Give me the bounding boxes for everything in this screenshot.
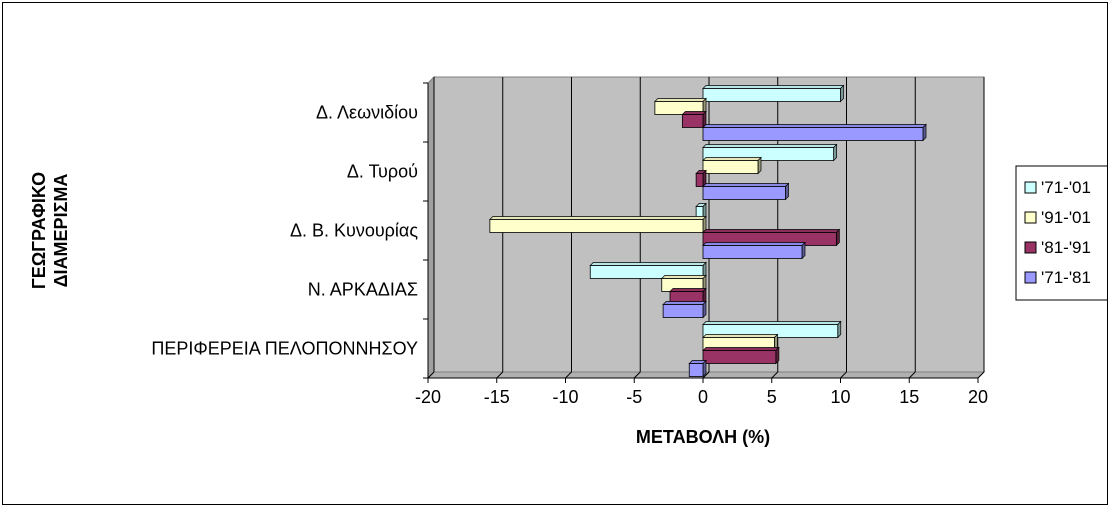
legend-swatch	[1024, 211, 1037, 224]
bar-side	[840, 84, 844, 103]
bar-top	[702, 242, 806, 246]
gridline-floor	[908, 371, 916, 379]
bar	[702, 84, 845, 103]
bar-top	[662, 301, 707, 305]
bar-front	[702, 350, 777, 364]
bar-top	[702, 183, 790, 187]
x-tick-label: -5	[626, 387, 642, 407]
bar	[702, 123, 927, 142]
bar-top	[702, 124, 927, 128]
bar	[702, 143, 838, 162]
bar	[702, 346, 780, 365]
bar-front	[702, 160, 759, 174]
bar-side	[785, 182, 789, 201]
bar-top	[654, 98, 707, 102]
bar-side	[702, 359, 707, 378]
bar-side	[833, 143, 837, 162]
category-label: Ν. ΑΡΚΑΔΙΑΣ	[308, 280, 418, 300]
bar-front	[702, 127, 924, 141]
bar	[662, 300, 707, 319]
gridline-floor	[702, 371, 710, 379]
bar-front	[702, 245, 803, 259]
bars	[489, 84, 927, 378]
bar	[702, 182, 790, 201]
bar-top	[702, 144, 838, 148]
bar	[489, 215, 707, 234]
bar-side	[757, 156, 762, 175]
bar-front	[681, 114, 704, 128]
bar-top	[702, 334, 779, 338]
bar-top	[702, 229, 841, 233]
x-tick-label: 15	[899, 387, 919, 407]
legend-label: '71-'81	[1041, 268, 1091, 287]
bar-top	[702, 321, 842, 325]
gridline-floor	[633, 371, 641, 379]
bar	[702, 156, 762, 175]
gridline-floor	[427, 371, 435, 379]
category-label: ΠΕΡΙΦΕΡΕΙΑ ΠΕΛΟΠΟΝΝΗΣΟΥ	[151, 339, 418, 359]
bar-front	[702, 88, 841, 102]
legend-label: '81-'91	[1041, 238, 1091, 257]
gridline-floor	[565, 371, 572, 379]
x-tick-label: -20	[415, 387, 441, 407]
gridline-floor	[840, 371, 847, 379]
y-axis-title-line-2: ΔΙΑΜΕΡΙΣΜΑ	[51, 174, 71, 288]
axes	[423, 82, 979, 383]
bar-side	[837, 320, 842, 339]
y-axis-title: ΓΕΩΓΡΑΦΙΚΟ ΔΙΑΜΕΡΙΣΜΑ	[29, 172, 71, 289]
bar-top	[669, 288, 707, 292]
x-axis-title: ΜΕΤΑΒΟΛΗ (%)	[636, 427, 770, 447]
plot-side-wall	[427, 75, 435, 380]
bar-top	[660, 275, 707, 279]
bar-chart: Δ. Λεωνιδίου Δ. Τυρού Δ. Β. Κυνουρίας Ν. ΑΡ…	[29, 75, 1107, 447]
x-tick-label: 0	[698, 387, 708, 407]
bar-top	[589, 262, 707, 266]
bar-top	[681, 111, 707, 115]
bar-top	[702, 85, 845, 89]
bar-side	[801, 241, 806, 260]
x-tick-label: 5	[767, 387, 777, 407]
bar	[702, 241, 806, 260]
legend-swatch	[1024, 271, 1037, 284]
bar	[681, 110, 707, 129]
y-axis-title-line-1: ΓΕΩΓΡΑΦΙΚΟ	[29, 172, 49, 289]
category-label: Δ. Τυρού	[347, 162, 418, 182]
bar	[695, 169, 707, 188]
x-tick-label: 20	[968, 387, 988, 407]
bar	[688, 359, 707, 378]
x-tick-label: -10	[552, 387, 578, 407]
legend: '71-'01 '91-'01 '81-'91 '71-'81	[1015, 165, 1107, 301]
bar-front	[489, 219, 704, 233]
x-tick-label: -15	[484, 387, 510, 407]
bar-front	[662, 304, 704, 318]
category-labels: Δ. Λεωνιδίου Δ. Τυρού Δ. Β. Κυνουρίας Ν. ΑΡ…	[151, 103, 418, 359]
bar-side	[922, 123, 927, 142]
bar-top	[702, 157, 762, 161]
x-tick-labels: -20 -15 -10 -5 0 5 10 15 20	[415, 387, 988, 407]
gridline-floor	[496, 371, 504, 379]
gridline-floor	[771, 371, 779, 379]
legend-label: '91-'01	[1041, 208, 1091, 227]
bar-front	[702, 186, 786, 200]
legend-swatch	[1024, 181, 1037, 194]
bar-side	[836, 228, 840, 247]
category-label: Δ. Λεωνιδίου	[316, 103, 418, 123]
bar-side	[775, 346, 780, 365]
bar-top	[489, 216, 707, 220]
gridline-floor	[977, 371, 985, 379]
x-tick-label: 10	[830, 387, 850, 407]
legend-label: '71-'01	[1041, 178, 1091, 197]
legend-swatch	[1024, 241, 1037, 254]
category-label: Δ. Β. Κυνουρίας	[290, 221, 418, 241]
bar-front	[688, 363, 704, 377]
bar-side	[702, 300, 707, 319]
bar-top	[702, 347, 780, 351]
bar-front	[695, 173, 704, 187]
